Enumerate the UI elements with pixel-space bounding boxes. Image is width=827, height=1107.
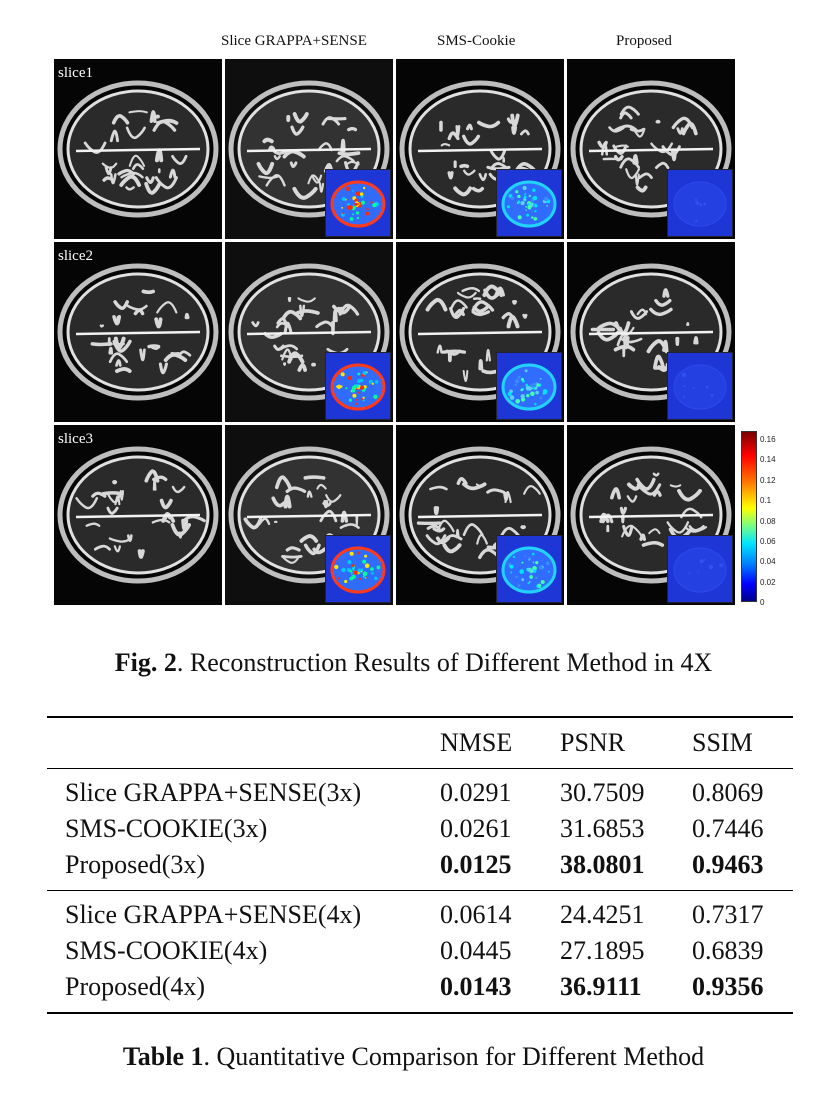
table-header-psnr: PSNR [560, 728, 626, 757]
table-cell-ssim: 0.7317 [692, 900, 764, 929]
brain-mri-image [57, 446, 219, 584]
colorbar-tick-label: 0.08 [760, 516, 776, 526]
table-header-rule [47, 768, 793, 769]
reconstruction-panel [567, 425, 735, 605]
error-map-inset [667, 352, 733, 420]
table-cell-psnr: 30.7509 [560, 778, 645, 807]
table-cell-nmse: 0.0445 [440, 936, 512, 965]
reconstruction-panel [225, 59, 393, 239]
table-caption: Table 1. Quantitative Comparison for Dif… [0, 1042, 827, 1072]
reference-slice-panel: slice3 [54, 425, 222, 605]
table-cell-nmse: 0.0261 [440, 814, 512, 843]
table-cell-psnr: 31.6853 [560, 814, 645, 843]
table-row-method: Proposed(3x) [65, 850, 206, 879]
table-cell-ssim-best: 0.9463 [692, 850, 764, 879]
reconstruction-panel [396, 59, 564, 239]
table-caption-text: . Quantitative Comparison for Different … [203, 1042, 705, 1071]
table-cell-nmse-best: 0.0143 [440, 972, 512, 1001]
colorbar-tick-label: 0.16 [760, 435, 776, 444]
error-map-inset [325, 352, 391, 420]
figure-caption-text: . Reconstruction Results of Different Me… [176, 648, 713, 677]
reference-slice-panel: slice1 [54, 59, 222, 239]
table-cell-nmse: 0.0614 [440, 900, 512, 929]
brain-mri-image [57, 263, 219, 401]
slice-label: slice1 [58, 65, 93, 81]
error-map-inset [496, 352, 562, 420]
table-caption-label: Table 1 [122, 1042, 204, 1071]
colorbar-tick-label: 0.06 [760, 537, 776, 546]
error-map-inset [667, 535, 733, 603]
colorbar-tick-label: 0 [760, 598, 765, 608]
reconstruction-figure: slice1 slice2 slice3 [54, 59, 738, 607]
reconstruction-panel [567, 242, 735, 422]
table-row-method: Proposed(4x) [65, 972, 206, 1001]
table-cell-psnr: 24.4251 [560, 900, 645, 929]
table-header-nmse: NMSE [440, 728, 513, 757]
error-map-inset [496, 535, 562, 603]
colorbar-tick-label: 0.14 [760, 455, 776, 465]
table-cell-ssim: 0.7446 [692, 814, 764, 843]
table-top-rule [47, 716, 793, 718]
figure-caption-label: Fig. 2 [114, 648, 177, 677]
table-cell-ssim: 0.6839 [692, 936, 764, 965]
brain-mri-image [57, 80, 219, 218]
error-colorbar [741, 431, 757, 602]
table-cell-psnr-best: 38.0801 [560, 850, 645, 879]
reconstruction-panel [567, 59, 735, 239]
colorbar-tick-label: 0.04 [760, 557, 776, 567]
colorbar-tick-label: 0.02 [760, 577, 776, 587]
colorbar-tick-label: 0.1 [760, 496, 772, 506]
error-map-inset [496, 169, 562, 237]
error-map-inset [325, 169, 391, 237]
table-row-method: Slice GRAPPA+SENSE(4x) [65, 900, 362, 929]
table-cell-ssim: 0.8069 [692, 778, 764, 807]
table-cell-ssim-best: 0.9356 [692, 972, 764, 1001]
column-header-cookie: SMS-Cookie [437, 33, 516, 49]
colorbar-tick-label: 0.12 [760, 475, 776, 485]
table-row-method: SMS-COOKIE(4x) [65, 936, 268, 965]
column-header-grappa: Slice GRAPPA+SENSE [221, 33, 367, 49]
table-row-method: Slice GRAPPA+SENSE(3x) [65, 778, 362, 807]
slice-label: slice3 [58, 431, 93, 447]
reconstruction-panel [225, 425, 393, 605]
error-map-inset [667, 169, 733, 237]
table-row-method: SMS-COOKIE(3x) [65, 814, 268, 843]
reference-slice-panel: slice2 [54, 242, 222, 422]
table-group-rule [47, 890, 793, 891]
reconstruction-panel [396, 425, 564, 605]
table-cell-psnr-best: 36.9111 [560, 972, 642, 1001]
table-header-ssim: SSIM [692, 728, 753, 757]
table-cell-nmse-best: 0.0125 [440, 850, 512, 879]
reconstruction-panel [225, 242, 393, 422]
error-map-inset [325, 535, 391, 603]
figure-caption: Fig. 2. Reconstruction Results of Differ… [0, 648, 827, 678]
slice-label: slice2 [58, 248, 93, 264]
table-cell-psnr: 27.1895 [560, 936, 645, 965]
table-bottom-rule [47, 1012, 793, 1014]
reconstruction-panel [396, 242, 564, 422]
table-cell-nmse: 0.0291 [440, 778, 512, 807]
column-header-proposed: Proposed [616, 33, 672, 49]
